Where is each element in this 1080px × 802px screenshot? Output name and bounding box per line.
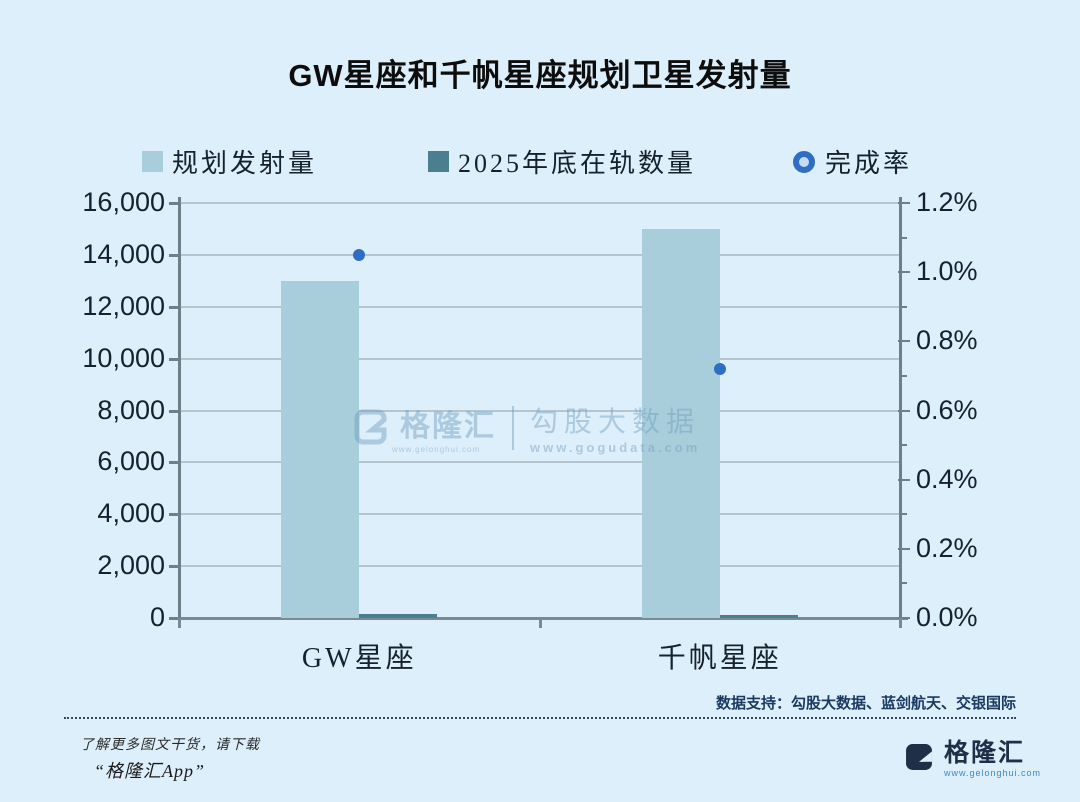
legend-label-planned: 规划发射量 bbox=[172, 149, 318, 178]
right-axis-tick bbox=[898, 478, 910, 481]
right-axis-tick-label: 0.4% bbox=[916, 463, 978, 494]
bar-in-orbit bbox=[359, 614, 438, 618]
left-axis-tick-label: 4,000 bbox=[97, 498, 165, 529]
legend-item-completion: 完成率 bbox=[793, 143, 912, 180]
completion-marker-icon bbox=[793, 150, 815, 173]
watermark-brand-url: www.gelonghui.com bbox=[392, 445, 481, 454]
right-axis-tick bbox=[900, 444, 907, 447]
watermark-divider bbox=[512, 405, 514, 450]
watermark-brand-block: 格隆汇 www.gelonghui.com bbox=[350, 401, 496, 454]
legend-label-in-orbit: 2025年底在轨数量 bbox=[458, 149, 697, 178]
right-axis-tick bbox=[898, 617, 910, 619]
left-axis-tick bbox=[169, 202, 181, 205]
bar-planned bbox=[281, 280, 360, 618]
right-axis-tick-label: 0.8% bbox=[916, 325, 978, 356]
x-axis-category-tick bbox=[538, 618, 542, 628]
right-axis-tick bbox=[900, 236, 907, 239]
x-axis-category-tick bbox=[178, 618, 181, 628]
left-axis-tick-label: 6,000 bbox=[97, 446, 165, 477]
brand-url: www.gelonghui.com bbox=[944, 767, 1042, 778]
completion-rate-marker bbox=[713, 363, 726, 375]
gelonghui-logo-icon bbox=[354, 409, 387, 444]
watermark-brand-name: 格隆汇 bbox=[400, 410, 496, 443]
in-orbit-swatch-icon bbox=[428, 151, 449, 172]
legend-item-planned: 规划发射量 bbox=[142, 143, 317, 180]
chart-title: GW星座和千帆星座规划卫星发射量 bbox=[288, 58, 792, 93]
left-axis-tick-label: 10,000 bbox=[82, 342, 165, 373]
right-axis-tick bbox=[898, 409, 910, 412]
left-axis-tick bbox=[169, 617, 181, 620]
right-axis-tick bbox=[898, 547, 910, 550]
x-axis-category-tick bbox=[899, 618, 902, 628]
left-axis-tick bbox=[169, 253, 181, 257]
left-axis-tick bbox=[169, 565, 181, 569]
left-axis-tick-label: 8,000 bbox=[97, 394, 165, 425]
brand-footer: 格隆汇 www.gelonghui.com bbox=[902, 739, 1042, 778]
left-axis-tick-label: 0 bbox=[149, 602, 165, 632]
plot-area bbox=[169, 197, 910, 628]
watermark-product-url: www.gogudata.com bbox=[530, 440, 701, 455]
right-axis-tick bbox=[898, 340, 910, 343]
footer-divider bbox=[64, 717, 1016, 719]
right-axis-tick bbox=[900, 305, 907, 308]
right-axis-tick bbox=[900, 374, 907, 377]
gridline bbox=[179, 305, 900, 308]
gridline bbox=[179, 357, 900, 360]
left-axis-tick bbox=[169, 305, 181, 309]
left-axis-tick-label: 2,000 bbox=[97, 550, 165, 581]
gridline bbox=[179, 513, 900, 516]
x-axis-category-label: 千帆星座 bbox=[657, 643, 782, 674]
left-axis-tick bbox=[169, 461, 181, 465]
planned-swatch-icon bbox=[142, 151, 163, 172]
right-axis-tick bbox=[900, 513, 907, 516]
data-source-note: 数据支持：勾股大数据、蓝剑航天、交银国际 bbox=[715, 695, 1016, 712]
bar-planned bbox=[641, 228, 720, 618]
completion-rate-marker bbox=[353, 248, 366, 261]
legend-item-in-orbit: 2025年底在轨数量 bbox=[428, 143, 696, 180]
gridline bbox=[179, 202, 900, 204]
left-axis-tick bbox=[169, 357, 181, 361]
watermark-product-name: 勾股大数据 bbox=[530, 406, 701, 437]
right-axis-tick-label: 0.0% bbox=[916, 602, 978, 632]
right-axis-tick bbox=[898, 271, 910, 274]
bar-in-orbit bbox=[719, 615, 798, 618]
right-axis-tick-label: 1.0% bbox=[916, 256, 978, 287]
right-axis-tick bbox=[900, 582, 907, 585]
gelonghui-logo-icon bbox=[906, 744, 932, 770]
brand-name: 格隆汇 bbox=[944, 739, 1026, 767]
right-axis-line bbox=[899, 197, 902, 618]
left-axis-tick-label: 14,000 bbox=[82, 238, 165, 269]
right-axis-tick-label: 0.2% bbox=[916, 532, 978, 563]
right-axis-tick bbox=[898, 202, 910, 204]
left-axis-tick bbox=[169, 409, 181, 413]
legend-label-completion: 完成率 bbox=[825, 149, 913, 178]
left-axis-tick-label: 12,000 bbox=[82, 290, 165, 321]
x-axis-category-label: GW星座 bbox=[301, 643, 417, 674]
gridline bbox=[179, 253, 900, 256]
gridline bbox=[179, 409, 900, 412]
gridline bbox=[179, 461, 900, 464]
left-axis-tick bbox=[169, 513, 181, 517]
right-axis-tick-label: 0.6% bbox=[916, 394, 978, 425]
promo-text-line2: “格隆汇App” bbox=[94, 761, 206, 781]
watermark: 格隆汇 www.gelonghui.com 勾股大数据 www.gogudata… bbox=[350, 400, 700, 455]
gridline bbox=[179, 565, 900, 568]
left-axis-tick-label: 16,000 bbox=[82, 187, 165, 217]
watermark-product-block: 勾股大数据 www.gogudata.com bbox=[530, 400, 700, 455]
right-axis-tick-label: 1.2% bbox=[916, 187, 978, 217]
promo-text-line1: 了解更多图文干货，请下载 bbox=[80, 738, 260, 753]
left-axis-line bbox=[178, 197, 181, 618]
